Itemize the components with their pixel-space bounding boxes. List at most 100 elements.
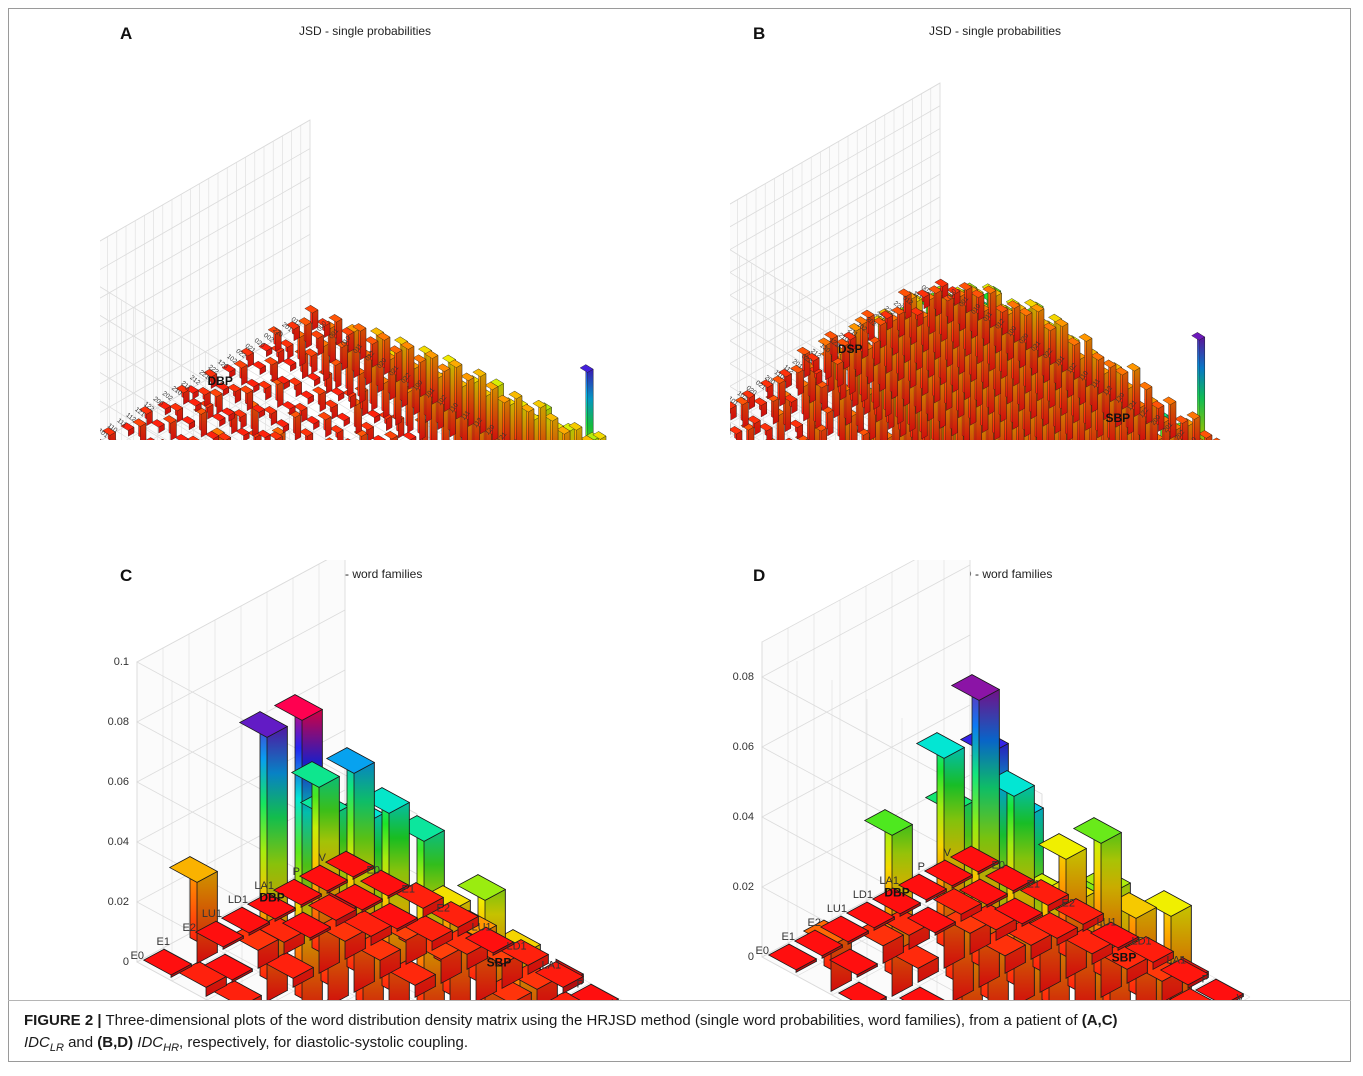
y-tick-label: E1 <box>782 931 795 943</box>
bar <box>836 338 850 370</box>
bar <box>239 385 254 412</box>
bar <box>300 390 314 405</box>
bar <box>304 304 319 331</box>
y-tick-label: 101 <box>100 427 110 439</box>
x-tick-label: E2 <box>437 903 450 915</box>
caption-and: and <box>63 1034 98 1051</box>
x-tick-label: V <box>1237 993 1245 1001</box>
bar <box>281 911 332 942</box>
bar <box>970 289 985 321</box>
bar <box>340 327 355 353</box>
bar <box>150 419 165 434</box>
bar <box>1089 921 1140 952</box>
bar <box>215 382 230 397</box>
bar <box>579 364 594 440</box>
x-tick-label: LA1 <box>542 960 562 972</box>
bar <box>842 331 857 352</box>
bar <box>946 286 961 306</box>
bar <box>993 897 1044 928</box>
x-tick-label: 210 <box>1186 436 1198 440</box>
bar <box>819 915 870 946</box>
bar <box>400 341 415 390</box>
bar <box>759 379 774 400</box>
bars <box>142 693 620 1000</box>
bar <box>1066 337 1081 380</box>
bar <box>532 399 547 440</box>
bar <box>329 424 344 440</box>
bar <box>246 892 297 923</box>
bar <box>592 431 607 440</box>
bar <box>436 363 451 412</box>
bar <box>334 339 348 371</box>
caption-label: FIGURE 2 | <box>24 1012 102 1029</box>
bar <box>848 322 862 377</box>
bar <box>824 330 838 363</box>
figure-frame <box>8 8 1351 1062</box>
bar <box>906 906 957 937</box>
bar <box>316 318 331 338</box>
bar <box>100 439 102 440</box>
bar <box>312 386 326 413</box>
bar <box>298 317 312 349</box>
bar <box>275 419 290 434</box>
bar <box>923 859 974 890</box>
figure-caption: FIGURE 2 | Three-dimensional plots of th… <box>24 1010 1344 1059</box>
bar <box>1174 415 1189 440</box>
bar <box>257 380 272 401</box>
bar <box>1078 333 1093 388</box>
x-tick-label: LU1 <box>472 922 492 934</box>
bar <box>281 401 296 416</box>
caption-sub-hr: HR <box>163 1042 180 1054</box>
bar <box>169 402 184 423</box>
bar <box>580 435 595 440</box>
x-tick-label: E0 <box>992 860 1005 872</box>
bar <box>402 431 417 440</box>
bar <box>758 422 773 440</box>
bar <box>388 345 403 383</box>
bar <box>211 412 226 427</box>
x-tick-label: E2 <box>1062 898 1075 910</box>
bar <box>324 437 334 440</box>
bar <box>1186 411 1201 440</box>
bar <box>288 377 302 398</box>
bar <box>272 878 323 909</box>
bar <box>177 960 228 998</box>
z-tick-label: 0.06 <box>108 776 129 788</box>
bar <box>138 406 153 426</box>
bar <box>324 850 375 881</box>
x-tick-label: LD1 <box>507 941 527 953</box>
bar <box>287 409 302 440</box>
y-tick-label: E2 <box>808 917 821 929</box>
bar <box>1028 911 1079 947</box>
x-tick-label: 111 <box>1090 377 1102 389</box>
y-tick-label: 111 <box>116 417 128 429</box>
bar <box>145 437 155 440</box>
bar <box>984 864 1035 895</box>
bar <box>184 385 199 400</box>
bar <box>1054 318 1069 373</box>
bar <box>860 309 875 341</box>
bar <box>484 381 499 440</box>
bar <box>160 438 165 440</box>
bar <box>372 434 386 440</box>
bar <box>746 415 761 436</box>
bar <box>368 902 419 933</box>
bar <box>534 958 585 995</box>
bar <box>132 418 147 440</box>
bar <box>208 388 223 415</box>
bar <box>1114 366 1129 410</box>
x-tick-label: LU1 <box>1097 917 1117 929</box>
bar <box>741 390 756 410</box>
caption-ref-1: (A,C) <box>1081 1012 1118 1029</box>
z-tick-label: 0 <box>123 956 129 968</box>
bar <box>520 403 535 440</box>
bar <box>1194 978 1245 1000</box>
chart-panel-a: JSD - single probabilities00.0050.010.01… <box>100 24 607 440</box>
bar <box>264 356 278 383</box>
bar <box>384 430 398 440</box>
y-axis-label: DSP <box>838 342 863 356</box>
chart-panel-c: HRSD - word families00.020.040.060.080.1… <box>108 560 622 1000</box>
chart-title: JSD - single probabilities <box>299 24 431 38</box>
bar <box>1138 381 1153 425</box>
bar <box>949 845 1000 876</box>
